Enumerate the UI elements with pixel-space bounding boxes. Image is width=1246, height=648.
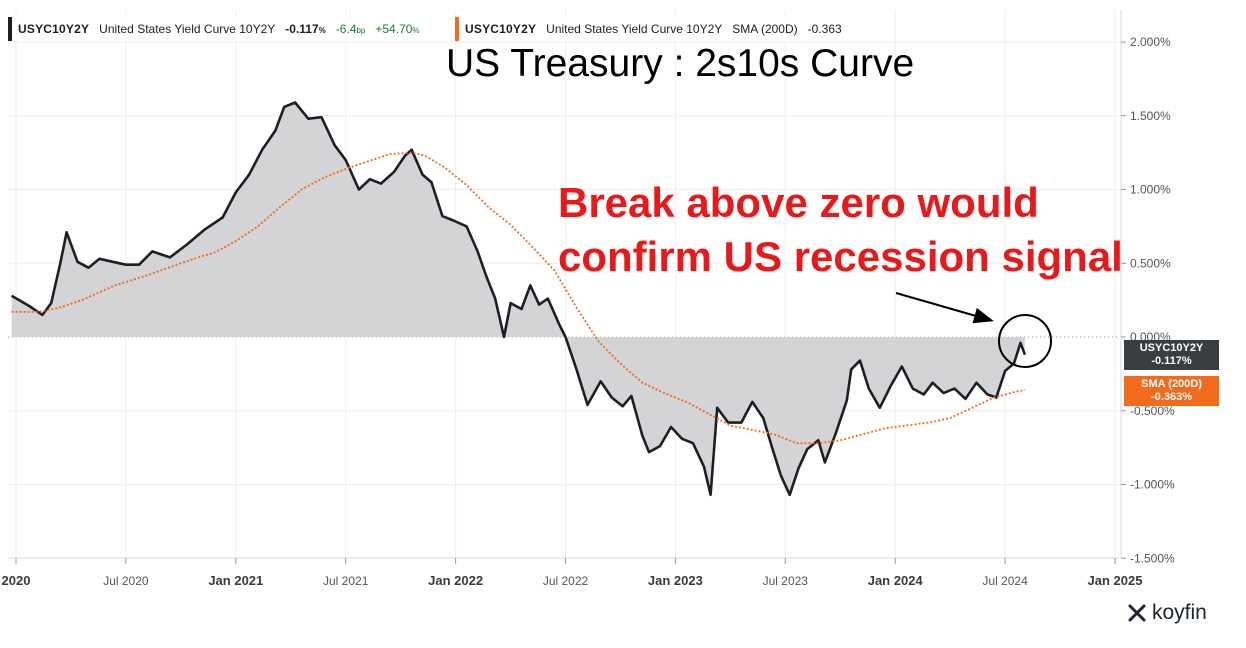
y-tick-label: 1.500% <box>1130 109 1171 123</box>
legend-primary-swatch <box>8 17 12 41</box>
y-tick-label: -1.500% <box>1130 551 1175 565</box>
axis-layer: 2.000%1.500%1.000%0.500%0.000%-0.500%-1.… <box>2 10 1175 588</box>
price-tag-yield-value: -0.117% <box>1151 355 1192 367</box>
koyfin-mark-icon <box>1128 604 1146 622</box>
x-tick-label: Jan 2023 <box>648 573 703 588</box>
yield-line <box>10 101 1027 497</box>
annotation-marks <box>895 292 1052 368</box>
grid-layer <box>8 10 1119 559</box>
koyfin-logo[interactable]: koyfin <box>1126 601 1207 625</box>
legend-primary-ticker: USYC10Y2Y <box>18 22 90 36</box>
x-tick-label: Jan 2022 <box>428 573 483 588</box>
legend-sma-swatch <box>455 17 459 41</box>
x-tick-label: Jan 2021 <box>208 573 263 588</box>
annotation-line-1: Break above zero would <box>558 179 1039 226</box>
legend-sma-name: United States Yield Curve 10Y2Y <box>546 22 723 36</box>
area-layer <box>11 102 1025 495</box>
legend-sma-value: -0.363 <box>807 22 842 36</box>
legend-primary-name: United States Yield Curve 10Y2Y <box>99 22 276 36</box>
y-tick-label: -1.000% <box>1130 478 1175 492</box>
legend-sma-indicator: SMA (200D) <box>732 22 798 36</box>
x-tick-label: Jul 2024 <box>982 574 1028 588</box>
brand-name: koyfin <box>1152 601 1207 624</box>
y-tick-label: 0.500% <box>1130 256 1171 270</box>
annotation-arrow <box>895 292 994 324</box>
legend-primary-change: -6.4bp <box>335 22 366 36</box>
y-tick-label: 2.000% <box>1130 35 1171 49</box>
chart-title: US Treasury : 2s10s Curve <box>446 42 915 85</box>
price-tag-sma: SMA (200D) -0.363% <box>1124 376 1219 406</box>
legend-primary-change-pct: +54.70% <box>375 22 420 36</box>
series-layer <box>10 101 1027 497</box>
x-tick-label: Jan 2025 <box>1088 573 1143 588</box>
x-tick-label: Jul 2022 <box>543 574 589 588</box>
price-tag-yield-name: USYC10Y2Y <box>1139 342 1204 354</box>
x-tick-label: 2020 <box>2 573 31 588</box>
sma-line <box>11 151 1026 445</box>
y-tick-label: -0.500% <box>1130 404 1175 418</box>
x-tick-label: Jan 2024 <box>868 573 924 588</box>
recession-annotation: Break above zero would confirm US recess… <box>558 176 1123 284</box>
legend-primary-value: -0.117% <box>285 22 326 36</box>
yield-area-fill <box>11 102 1025 495</box>
annotation-circle <box>998 314 1052 368</box>
annotation-line-2: confirm US recession signal <box>558 233 1123 280</box>
price-tag-sma-value: -0.363% <box>1151 391 1192 403</box>
y-tick-label: 1.000% <box>1130 183 1171 197</box>
price-tag-sma-name: SMA (200D) <box>1141 378 1202 390</box>
legend-primary[interactable]: USYC10Y2Y United States Yield Curve 10Y2… <box>8 17 430 41</box>
legend-sma[interactable]: USYC10Y2Y United States Yield Curve 10Y2… <box>455 17 852 41</box>
price-tag-yield: USYC10Y2Y -0.117% <box>1124 340 1219 370</box>
x-tick-label: Jul 2023 <box>763 574 809 588</box>
x-tick-label: Jul 2021 <box>323 574 369 588</box>
legend-sma-ticker: USYC10Y2Y <box>465 22 537 36</box>
x-tick-label: Jul 2020 <box>103 574 149 588</box>
